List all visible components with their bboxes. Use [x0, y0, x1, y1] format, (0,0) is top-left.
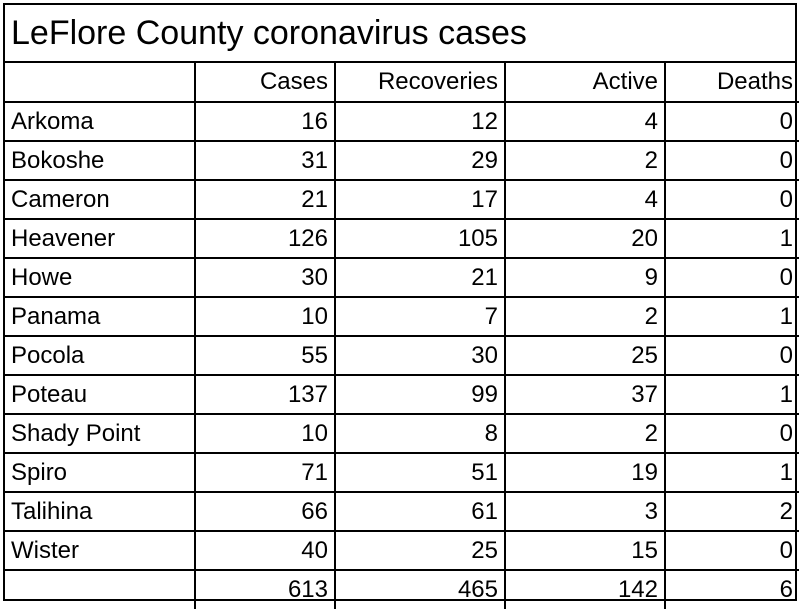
- header-recoveries: Recoveries: [334, 63, 506, 103]
- table-row: Panama 10 7 2 1: [5, 296, 799, 337]
- deaths-cell: 0: [664, 140, 799, 181]
- town-cell: Cameron: [5, 179, 196, 220]
- recoveries-cell: 17: [334, 179, 506, 220]
- town-cell: Shady Point: [5, 413, 196, 454]
- recoveries-cell: 30: [334, 335, 506, 376]
- table-row: Bokoshe 31 29 2 0: [5, 140, 799, 181]
- table-row: Heavener 126 105 20 1: [5, 218, 799, 259]
- deaths-cell: 0: [664, 530, 799, 571]
- cases-cell: 126: [194, 218, 336, 259]
- recoveries-cell: 21: [334, 257, 506, 298]
- recoveries-cell: 8: [334, 413, 506, 454]
- cases-cell: 10: [194, 296, 336, 337]
- town-cell: Pocola: [5, 335, 196, 376]
- cases-cell: 21: [194, 179, 336, 220]
- deaths-cell: 0: [664, 102, 799, 142]
- table-row: Shady Point 10 8 2 0: [5, 413, 799, 454]
- recoveries-cell: 51: [334, 452, 506, 493]
- deaths-cell: 0: [664, 257, 799, 298]
- total-recoveries-cell: 465: [334, 569, 506, 609]
- recoveries-cell: 25: [334, 530, 506, 571]
- total-cases-cell: 613: [194, 569, 336, 609]
- active-cell: 20: [504, 218, 666, 259]
- active-cell: 4: [504, 102, 666, 142]
- recoveries-cell: 99: [334, 374, 506, 415]
- deaths-cell: 2: [664, 491, 799, 532]
- cases-cell: 10: [194, 413, 336, 454]
- totals-row: 613 465 142 6: [5, 569, 799, 609]
- table-row: Wister 40 25 15 0: [5, 530, 799, 571]
- total-deaths-cell: 6: [664, 569, 799, 609]
- recoveries-cell: 29: [334, 140, 506, 181]
- town-cell: Heavener: [5, 218, 196, 259]
- active-cell: 4: [504, 179, 666, 220]
- table-row: Cameron 21 17 4 0: [5, 179, 799, 220]
- active-cell: 2: [504, 296, 666, 337]
- spreadsheet-table: LeFlore County coronavirus cases Cases R…: [3, 3, 799, 609]
- totals-label-cell: [5, 569, 196, 609]
- cases-cell: 30: [194, 257, 336, 298]
- town-cell: Spiro: [5, 452, 196, 493]
- deaths-cell: 0: [664, 179, 799, 220]
- deaths-cell: 1: [664, 218, 799, 259]
- town-cell: Arkoma: [5, 102, 196, 142]
- cases-cell: 66: [194, 491, 336, 532]
- active-cell: 3: [504, 491, 666, 532]
- deaths-cell: 0: [664, 335, 799, 376]
- table-title: LeFlore County coronavirus cases: [5, 5, 795, 63]
- recoveries-cell: 12: [334, 102, 506, 142]
- cases-cell: 137: [194, 374, 336, 415]
- header-active: Active: [504, 63, 666, 103]
- header-deaths: Deaths: [664, 63, 799, 103]
- town-cell: Bokoshe: [5, 140, 196, 181]
- cases-cell: 16: [194, 102, 336, 142]
- town-cell: Poteau: [5, 374, 196, 415]
- recoveries-cell: 7: [334, 296, 506, 337]
- table-row: Pocola 55 30 25 0: [5, 335, 799, 376]
- table-row: Talihina 66 61 3 2: [5, 491, 799, 532]
- deaths-cell: 1: [664, 296, 799, 337]
- town-cell: Panama: [5, 296, 196, 337]
- header-row: Cases Recoveries Active Deaths: [5, 63, 799, 103]
- active-cell: 2: [504, 140, 666, 181]
- table-row: Arkoma 16 12 4 0: [5, 102, 799, 142]
- cases-cell: 31: [194, 140, 336, 181]
- active-cell: 2: [504, 413, 666, 454]
- active-cell: 9: [504, 257, 666, 298]
- deaths-cell: 1: [664, 374, 799, 415]
- active-cell: 15: [504, 530, 666, 571]
- town-cell: Wister: [5, 530, 196, 571]
- active-cell: 25: [504, 335, 666, 376]
- deaths-cell: 1: [664, 452, 799, 493]
- town-cell: Talihina: [5, 491, 196, 532]
- active-cell: 19: [504, 452, 666, 493]
- table-row: Spiro 71 51 19 1: [5, 452, 799, 493]
- total-active-cell: 142: [504, 569, 666, 609]
- cases-table: Cases Recoveries Active Deaths Arkoma 16…: [5, 63, 799, 609]
- recoveries-cell: 105: [334, 218, 506, 259]
- table-row: Howe 30 21 9 0: [5, 257, 799, 298]
- town-cell: Howe: [5, 257, 196, 298]
- active-cell: 37: [504, 374, 666, 415]
- cases-cell: 71: [194, 452, 336, 493]
- header-town: [5, 63, 196, 103]
- deaths-cell: 0: [664, 413, 799, 454]
- cases-cell: 40: [194, 530, 336, 571]
- recoveries-cell: 61: [334, 491, 506, 532]
- header-cases: Cases: [194, 63, 336, 103]
- table-row: Poteau 137 99 37 1: [5, 374, 799, 415]
- cases-cell: 55: [194, 335, 336, 376]
